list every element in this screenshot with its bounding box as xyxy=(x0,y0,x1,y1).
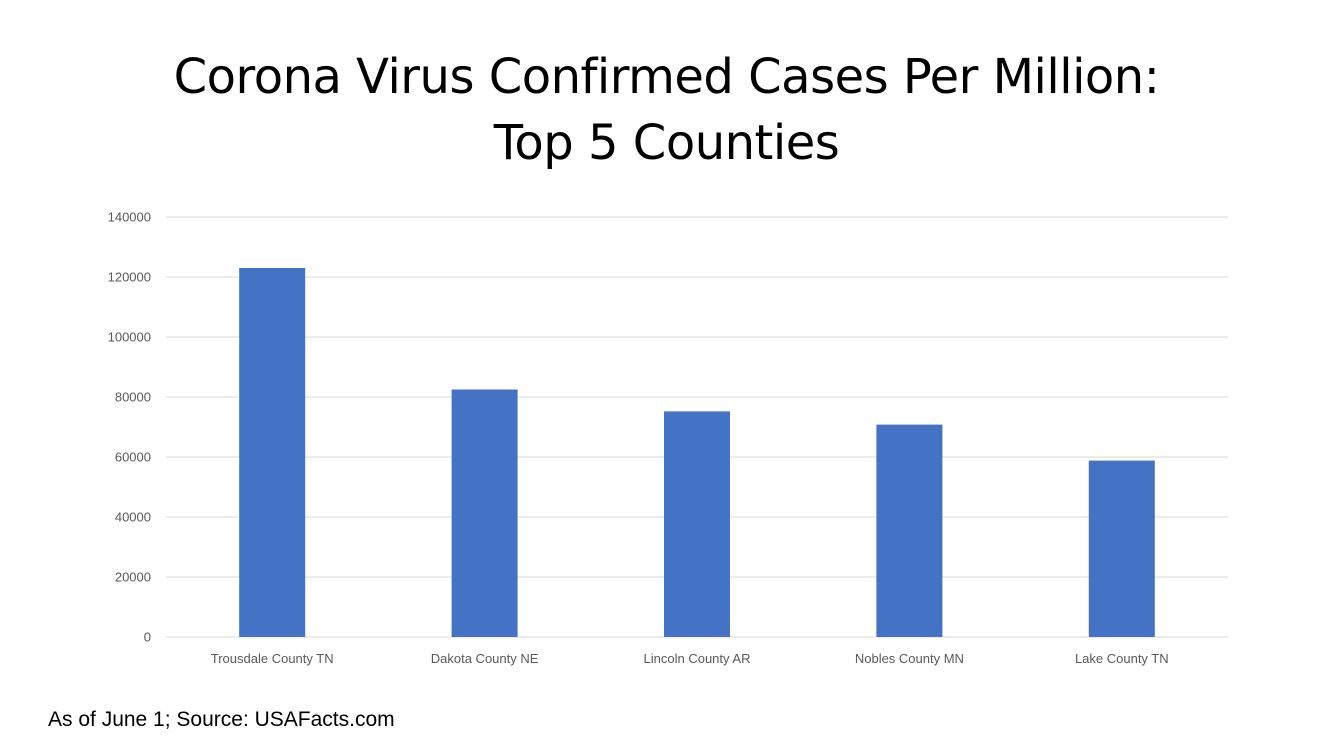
bar xyxy=(451,389,518,637)
bar xyxy=(239,268,306,637)
y-tick-label: 60000 xyxy=(115,450,151,465)
y-axis-tick-labels: 0 20000 40000 60000 80000 100000 120000 140000 xyxy=(108,210,151,645)
y-tick-label: 120000 xyxy=(108,270,151,285)
y-tick-label: 40000 xyxy=(115,510,151,525)
bar xyxy=(876,424,943,637)
x-category-label: Trousdale County TN xyxy=(211,651,334,666)
y-tick-label: 20000 xyxy=(115,570,151,585)
x-category-label: Nobles County MN xyxy=(855,651,964,666)
bar xyxy=(664,411,730,637)
y-tick-label: 140000 xyxy=(108,210,151,225)
y-tick-label: 0 xyxy=(144,630,151,645)
y-tick-label: 100000 xyxy=(108,330,151,345)
y-tick-label: 80000 xyxy=(115,390,151,405)
chart-title: Corona Virus Confirmed Cases Per Million… xyxy=(0,44,1333,176)
chart-title-line-1: Corona Virus Confirmed Cases Per Million… xyxy=(173,49,1160,105)
bars xyxy=(239,268,1155,637)
x-category-label: Lake County TN xyxy=(1075,651,1169,666)
bar xyxy=(1088,460,1155,637)
chart-title-line-2: Top 5 Counties xyxy=(493,115,840,171)
x-axis-category-labels: Trousdale County TN Dakota County NE Linco… xyxy=(211,651,1169,666)
source-footnote: As of June 1; Source: USAFacts.com xyxy=(48,708,395,731)
x-category-label: Dakota County NE xyxy=(431,651,539,666)
x-category-label: Lincoln County AR xyxy=(644,651,751,666)
